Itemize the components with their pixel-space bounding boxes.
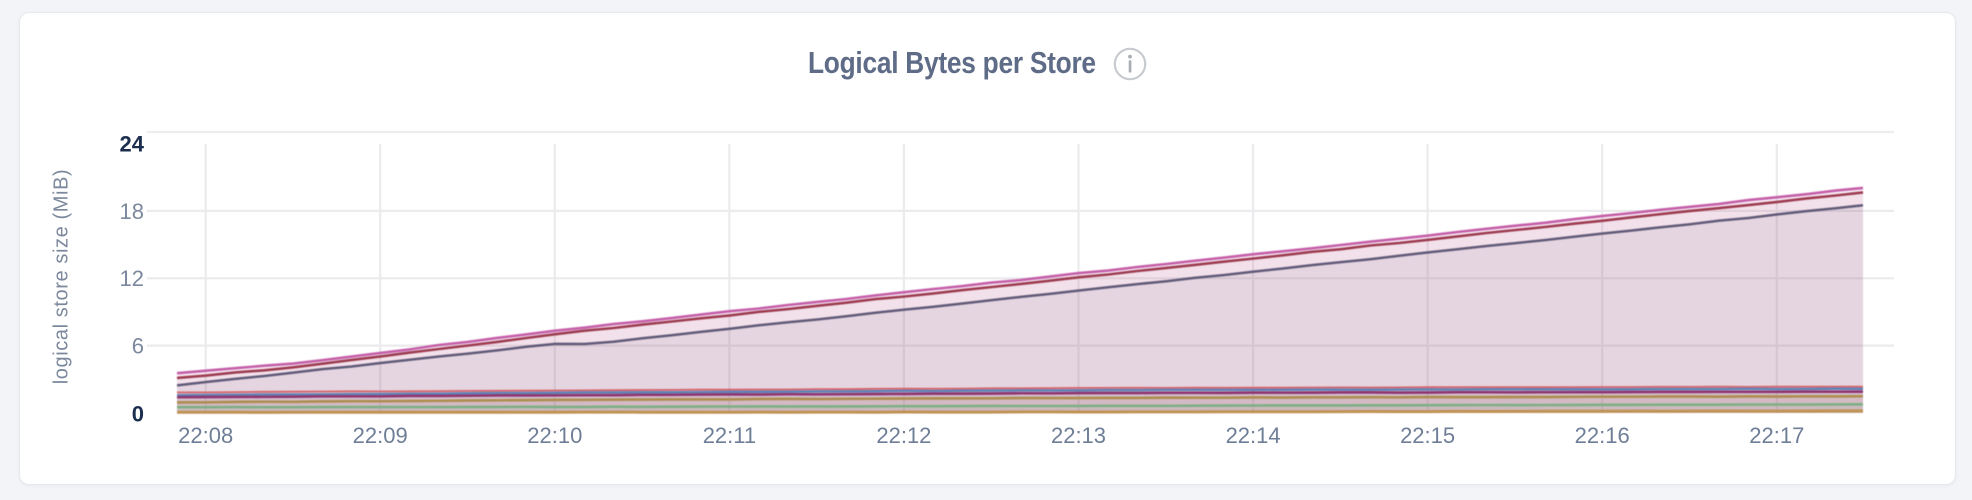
svg-text:22:12: 22:12 [876,423,931,448]
svg-text:24: 24 [120,131,145,156]
svg-text:0: 0 [132,402,144,427]
svg-text:logical store size (MiB): logical store size (MiB) [51,169,73,385]
svg-text:18: 18 [120,199,144,224]
svg-text:22:17: 22:17 [1749,423,1804,448]
svg-text:22:16: 22:16 [1575,423,1630,448]
svg-text:22:11: 22:11 [703,423,756,448]
svg-text:22:15: 22:15 [1400,423,1455,448]
svg-text:22:14: 22:14 [1226,423,1281,448]
svg-text:22:08: 22:08 [178,423,233,448]
svg-text:22:13: 22:13 [1051,423,1106,448]
svg-text:22:10: 22:10 [527,423,582,448]
svg-text:6: 6 [132,334,144,359]
svg-text:12: 12 [120,266,144,291]
svg-text:22:09: 22:09 [353,423,408,448]
